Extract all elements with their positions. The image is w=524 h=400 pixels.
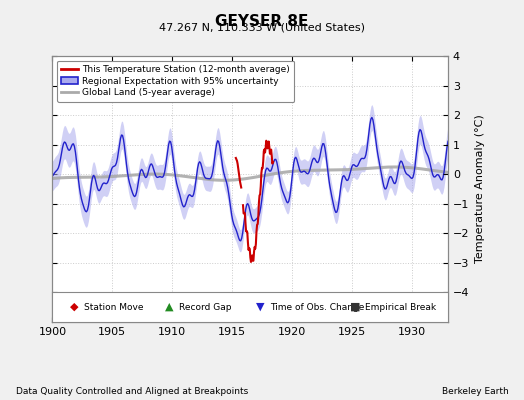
Text: Station Move: Station Move [84,302,144,312]
Text: ◆: ◆ [70,302,79,312]
Text: ▼: ▼ [256,302,264,312]
Legend: This Temperature Station (12-month average), Regional Expectation with 95% uncer: This Temperature Station (12-month avera… [57,60,294,102]
Text: GEYSER 8E: GEYSER 8E [215,14,309,29]
Point [228,298,236,304]
Text: 47.267 N, 110.333 W (United States): 47.267 N, 110.333 W (United States) [159,22,365,32]
Text: Data Quality Controlled and Aligned at Breakpoints: Data Quality Controlled and Aligned at B… [16,387,248,396]
Text: ▲: ▲ [165,302,173,312]
Text: ■: ■ [350,302,361,312]
Y-axis label: Temperature Anomaly (°C): Temperature Anomaly (°C) [475,115,485,263]
Text: Record Gap: Record Gap [179,302,232,312]
Text: Time of Obs. Change: Time of Obs. Change [270,302,364,312]
Text: Berkeley Earth: Berkeley Earth [442,387,508,396]
Text: Empirical Break: Empirical Break [365,302,436,312]
